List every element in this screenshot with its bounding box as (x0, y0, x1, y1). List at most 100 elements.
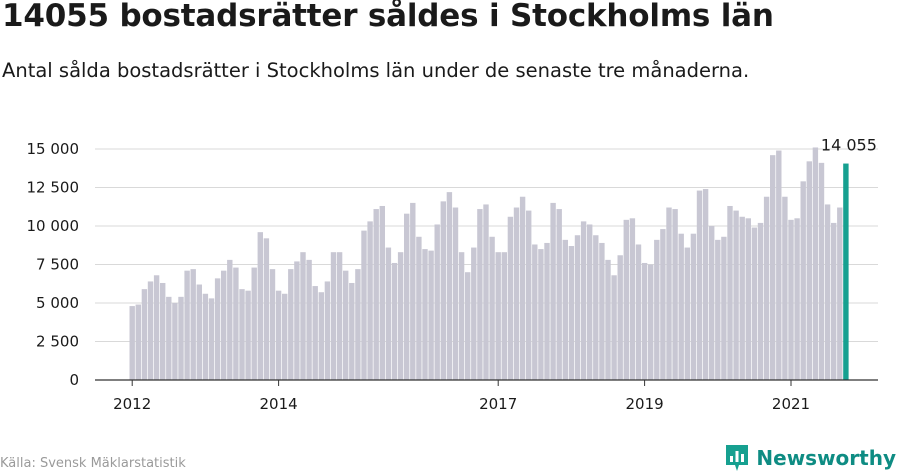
newsworthy-logo-text: Newsworthy (756, 446, 896, 470)
bar (574, 235, 581, 380)
bar (818, 162, 825, 380)
bar (129, 306, 135, 380)
bar (282, 293, 288, 380)
bar (465, 272, 471, 380)
bar (605, 259, 611, 380)
bar (568, 246, 575, 380)
bar (361, 230, 367, 380)
bar (623, 219, 629, 380)
y-tick-label: 2 500 (36, 333, 79, 351)
x-tick-label: 2021 (772, 395, 810, 413)
bar (831, 222, 837, 380)
y-tick-label: 12 500 (27, 179, 80, 197)
chart-subtitle: Antal sålda bostadsrätter i Stockholms l… (2, 59, 750, 82)
bar (684, 247, 690, 380)
bar (739, 216, 745, 380)
y-tick-label: 10 000 (27, 217, 80, 235)
bar (580, 221, 587, 380)
bar (452, 207, 459, 380)
bar (349, 282, 355, 380)
bar (824, 204, 831, 380)
bar (477, 209, 483, 380)
bar (654, 239, 660, 380)
bar (422, 249, 428, 380)
bar (404, 213, 410, 380)
bar (471, 247, 477, 380)
bar (172, 303, 178, 380)
bar (587, 224, 593, 380)
bar (440, 201, 446, 380)
bar (245, 290, 251, 380)
bar (397, 252, 404, 380)
bar (446, 192, 453, 380)
bar (733, 210, 739, 380)
bar (428, 250, 434, 380)
bar (184, 270, 190, 380)
x-tick-label: 2017 (479, 395, 517, 413)
bar (495, 252, 501, 380)
y-tick-label: 15 000 (27, 140, 80, 158)
bar (550, 202, 556, 380)
bar (556, 209, 562, 380)
y-tick-label: 7 500 (36, 256, 79, 274)
source-note: Källa: Svensk Mäklarstatistik (0, 456, 186, 471)
bar (648, 264, 654, 380)
bar (147, 281, 154, 380)
bar (160, 282, 166, 380)
bar (721, 236, 727, 380)
bar (434, 224, 440, 380)
bar (544, 242, 550, 380)
bar (343, 270, 349, 380)
bar (672, 209, 678, 380)
bar (416, 236, 422, 380)
bar (635, 244, 642, 380)
bar (745, 218, 751, 380)
bar (593, 235, 599, 380)
bar (300, 252, 306, 380)
bar (141, 289, 148, 380)
bar-chart: 0 2 500 5 000 7 500 10 000 12 500 15 000 2012 20… (27, 136, 878, 413)
axes: 0 2 500 5 000 7 500 10 000 12 500 15 000 2012 20… (27, 136, 878, 413)
bar (318, 292, 324, 380)
bar (196, 284, 202, 380)
bar (776, 150, 782, 380)
bar (611, 275, 617, 380)
bar (715, 239, 721, 380)
newsworthy-logo-icon (726, 445, 749, 471)
bar (489, 236, 495, 380)
bar (660, 229, 666, 380)
bar (727, 205, 733, 380)
bar (751, 227, 758, 380)
bar (513, 207, 520, 380)
bar (208, 298, 215, 380)
bar (690, 233, 697, 380)
bar (324, 281, 331, 380)
bar (263, 238, 270, 380)
bar (770, 155, 776, 380)
bar (696, 190, 703, 380)
bar (233, 267, 239, 380)
bar (355, 269, 361, 380)
x-tick-label: 2019 (626, 395, 664, 413)
x-tick-label: 2014 (260, 395, 298, 413)
bar (599, 242, 605, 380)
newsworthy-logo: Newsworthy (724, 443, 896, 473)
bar (257, 232, 263, 380)
bar (306, 259, 312, 380)
bar (214, 278, 221, 380)
bar (709, 226, 715, 380)
bar (641, 262, 648, 380)
bar (458, 252, 465, 380)
bar (367, 221, 373, 380)
bar (202, 293, 209, 380)
bar (532, 244, 538, 380)
bar (379, 205, 385, 380)
bar (757, 222, 764, 380)
y-tick-label: 0 (69, 371, 79, 389)
bar (666, 207, 672, 380)
bar (763, 196, 770, 380)
bar (336, 252, 343, 380)
bar (239, 289, 245, 380)
bars (129, 147, 849, 380)
bar (678, 233, 684, 380)
